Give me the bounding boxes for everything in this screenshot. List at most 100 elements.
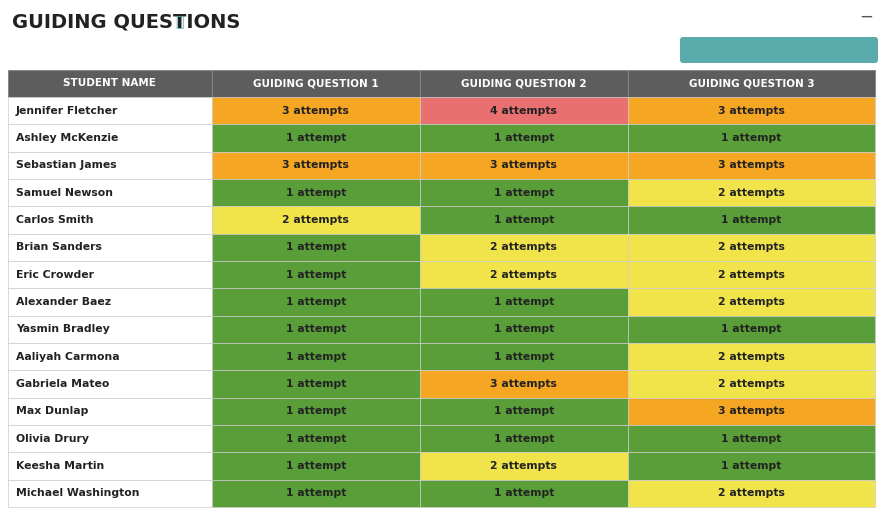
Bar [8, 425, 212, 452]
Bar [8, 207, 212, 234]
Text: 1 attempt: 1 attempt [721, 324, 781, 334]
Text: ⓘ: ⓘ [175, 15, 184, 29]
Text: Sebastian James: Sebastian James [16, 160, 117, 170]
Text: Max Dunlap: Max Dunlap [16, 406, 88, 416]
Text: 1 attempt: 1 attempt [721, 215, 781, 225]
Bar [8, 398, 212, 425]
Text: Brian Sanders: Brian Sanders [16, 243, 102, 252]
Text: 1 attempt: 1 attempt [721, 461, 781, 471]
Bar [419, 343, 628, 370]
Text: 2 attempts: 2 attempts [718, 297, 785, 307]
Text: 1 attempt: 1 attempt [285, 243, 346, 252]
Text: 2 attempts: 2 attempts [718, 488, 785, 499]
Text: Eric Crowder: Eric Crowder [16, 270, 94, 280]
Bar [628, 97, 875, 124]
Text: 1 attempt: 1 attempt [494, 434, 554, 443]
Text: 2 attempts: 2 attempts [718, 352, 785, 362]
Text: 1 attempt: 1 attempt [285, 270, 346, 280]
Bar [419, 452, 628, 479]
Bar [8, 452, 212, 479]
Bar [212, 124, 419, 151]
Text: Michael Washington: Michael Washington [16, 488, 140, 499]
Bar [212, 151, 419, 179]
Text: 2 attempts: 2 attempts [718, 243, 785, 252]
Bar [419, 179, 628, 207]
Text: 1 attempt: 1 attempt [494, 488, 554, 499]
Bar [8, 70, 212, 97]
Text: 1 attempt: 1 attempt [494, 187, 554, 198]
Text: Olivia Drury: Olivia Drury [16, 434, 89, 443]
Bar [212, 370, 419, 398]
Text: 1 attempt: 1 attempt [494, 324, 554, 334]
Text: Jennifer Fletcher: Jennifer Fletcher [16, 106, 118, 116]
Text: 3 attempts: 3 attempts [718, 160, 785, 170]
Bar [419, 398, 628, 425]
Text: 1 attempt: 1 attempt [494, 297, 554, 307]
Text: 3 attempts: 3 attempts [490, 379, 557, 389]
Text: Aaliyah Carmona: Aaliyah Carmona [16, 352, 119, 362]
Bar [419, 151, 628, 179]
Text: 1 attempt: 1 attempt [285, 324, 346, 334]
Text: GUIDING QUESTIONS: GUIDING QUESTIONS [12, 12, 240, 31]
Bar [628, 261, 875, 288]
Text: 1 attempt: 1 attempt [285, 488, 346, 499]
Bar [419, 97, 628, 124]
Text: 1 attempt: 1 attempt [494, 406, 554, 416]
Text: 3 attempts: 3 attempts [283, 160, 349, 170]
Bar [212, 398, 419, 425]
Text: 1 attempt: 1 attempt [494, 133, 554, 143]
Bar [419, 70, 628, 97]
Text: Samuel Newson: Samuel Newson [16, 187, 113, 198]
FancyBboxPatch shape [680, 37, 878, 63]
Bar [628, 425, 875, 452]
Text: 1 attempt: 1 attempt [721, 434, 781, 443]
Text: Ashley McKenzie: Ashley McKenzie [16, 133, 118, 143]
Text: Yasmin Bradley: Yasmin Bradley [16, 324, 109, 334]
Bar [212, 343, 419, 370]
Bar [419, 370, 628, 398]
Text: 2 attempts: 2 attempts [718, 270, 785, 280]
Bar [628, 234, 875, 261]
Bar [8, 316, 212, 343]
Bar [419, 207, 628, 234]
Text: GUIDING QUESTION 1: GUIDING QUESTION 1 [253, 78, 379, 89]
Text: 4 attempts: 4 attempts [490, 106, 557, 116]
Text: GUIDING QUESTION 3: GUIDING QUESTION 3 [689, 78, 814, 89]
Text: 2 attempts: 2 attempts [283, 215, 349, 225]
Bar [628, 452, 875, 479]
Bar [628, 70, 875, 97]
Text: DOWNLOAD TO CSV: DOWNLOAD TO CSV [731, 45, 826, 55]
Bar [212, 288, 419, 316]
Bar [212, 179, 419, 207]
Bar [212, 70, 419, 97]
Bar [212, 207, 419, 234]
Text: 2 attempts: 2 attempts [718, 187, 785, 198]
Bar [8, 288, 212, 316]
Text: 1 attempt: 1 attempt [494, 215, 554, 225]
Bar [8, 234, 212, 261]
Text: 1 attempt: 1 attempt [285, 133, 346, 143]
Bar [212, 425, 419, 452]
Bar [419, 479, 628, 507]
Text: 1 attempt: 1 attempt [285, 187, 346, 198]
Bar [628, 316, 875, 343]
Bar [8, 479, 212, 507]
Text: 1 attempt: 1 attempt [285, 352, 346, 362]
Bar [8, 261, 212, 288]
Text: 2 attempts: 2 attempts [490, 243, 557, 252]
Bar [628, 179, 875, 207]
Text: 1 attempt: 1 attempt [285, 379, 346, 389]
Text: 2 attempts: 2 attempts [718, 379, 785, 389]
Text: 1 attempt: 1 attempt [285, 461, 346, 471]
Text: 3 attempts: 3 attempts [283, 106, 349, 116]
Bar [212, 452, 419, 479]
Text: Alexander Baez: Alexander Baez [16, 297, 111, 307]
Text: 2 attempts: 2 attempts [490, 270, 557, 280]
Text: GUIDING QUESTION 2: GUIDING QUESTION 2 [461, 78, 586, 89]
Bar [8, 370, 212, 398]
Bar [419, 234, 628, 261]
Text: 2 attempts: 2 attempts [490, 461, 557, 471]
Bar [212, 97, 419, 124]
Text: 1 attempt: 1 attempt [494, 352, 554, 362]
Bar [628, 343, 875, 370]
